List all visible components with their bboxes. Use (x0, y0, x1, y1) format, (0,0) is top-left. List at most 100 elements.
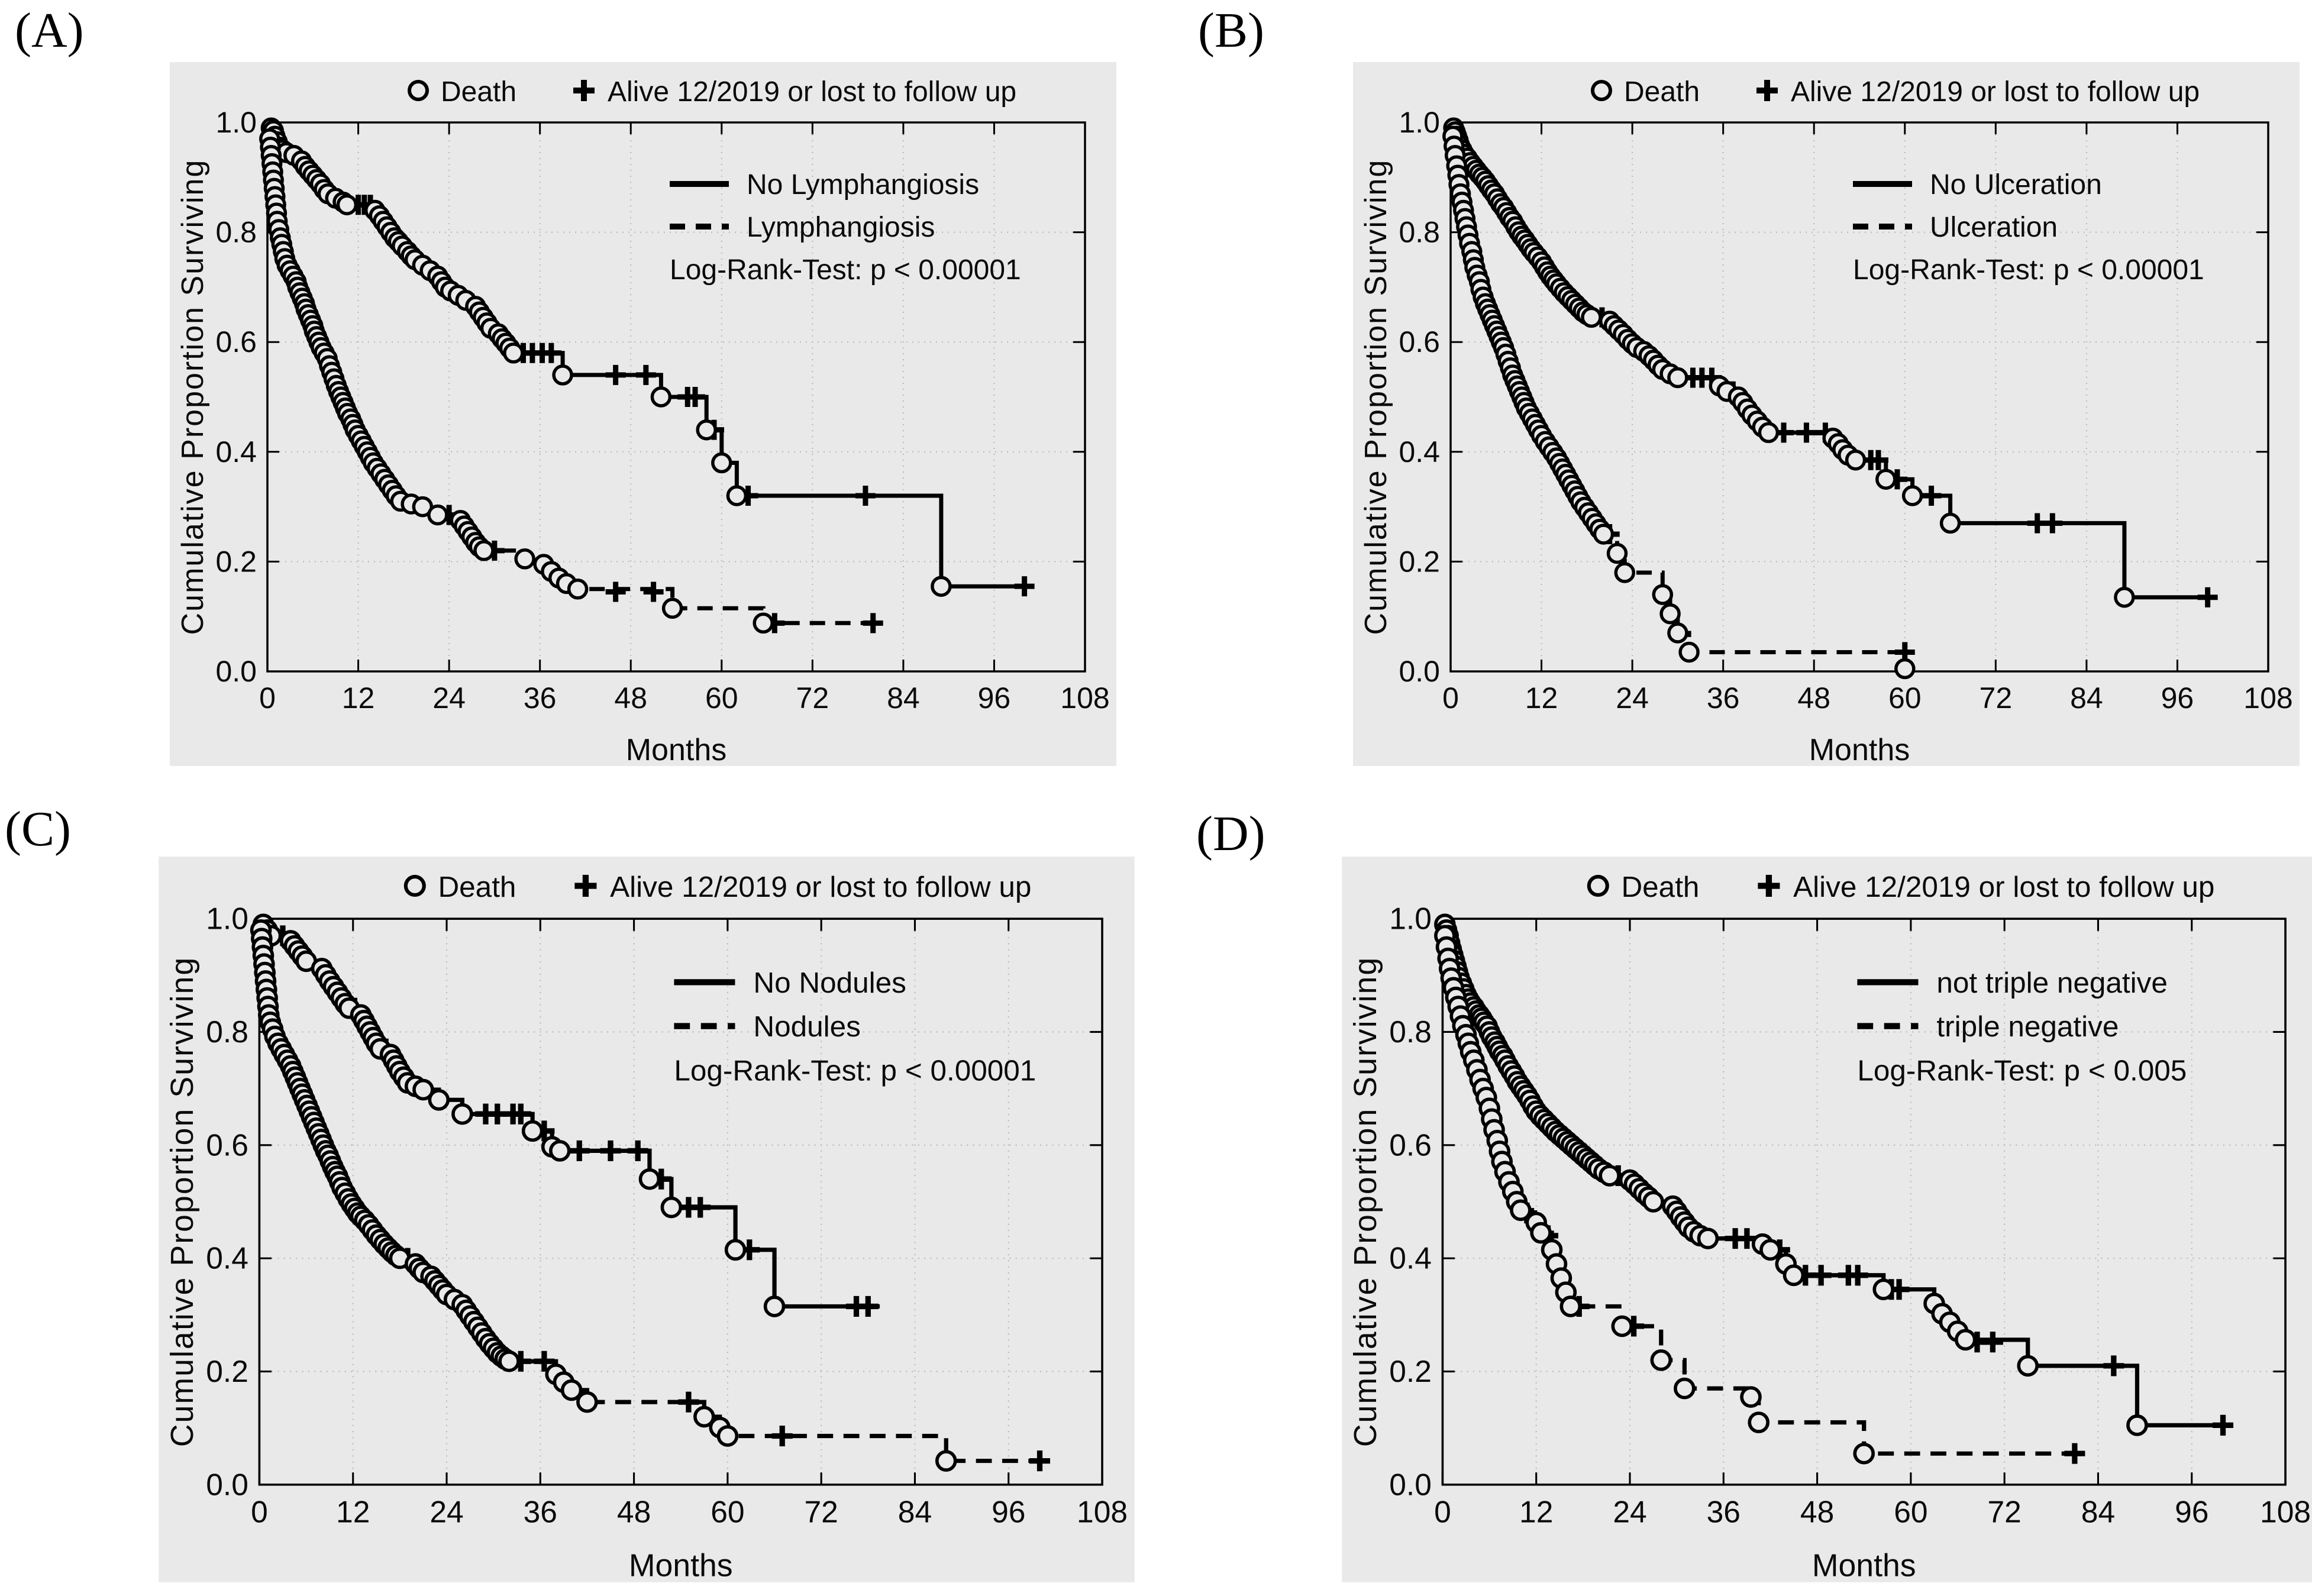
death-mark-icon (1659, 603, 1681, 625)
x-tick-label: 36 (524, 1495, 557, 1529)
pvalue-label: Log-Rank-Test: p < 0.00001 (674, 1054, 1036, 1087)
km-plot-svg: 0 12 24 36 48 60 72 84 96 108 0.0 0.2 0.4 0.6 0.8 1.0 Mo… (159, 857, 1135, 1583)
series-legend-label: Lymphangiosis (747, 212, 935, 243)
x-tick-label: 12 (1519, 1495, 1553, 1529)
death-mark-icon (1783, 1264, 1805, 1287)
x-tick-label: 0 (1434, 1495, 1451, 1529)
km-plot-svg: 0 12 24 36 48 60 72 84 96 108 0.0 0.2 0.4 0.6 0.8 1.0 Mo… (170, 62, 1116, 767)
censored-mark-icon (1014, 576, 1035, 597)
x-tick-label: 24 (432, 681, 466, 715)
y-tick-label: 1.0 (206, 902, 248, 936)
censored-mark-icon (1868, 450, 1888, 470)
death-mark-icon (935, 1450, 957, 1472)
death-mark-icon (1667, 622, 1688, 644)
death-mark-icon (661, 597, 683, 619)
censored-mark-icon (600, 1140, 621, 1161)
censored-mark-icon (1810, 1265, 1832, 1286)
censored-mark-icon (541, 343, 561, 363)
censored-mark-icon (534, 1351, 555, 1372)
censored-mark-icon (690, 1197, 711, 1218)
x-tick-label: 84 (2070, 681, 2103, 715)
death-mark-icon (1581, 306, 1602, 328)
x-tick-label: 96 (2175, 1495, 2208, 1529)
legend-death-circle-icon (1587, 874, 1609, 897)
death-mark-icon (1674, 1377, 1696, 1400)
censored-mark-icon (855, 486, 876, 506)
series-legend-label: No Ulceration (1930, 169, 2102, 201)
censored-mark-icon (627, 1140, 648, 1161)
legend-death-label: Death (1624, 76, 1700, 108)
panel-label-b: (B) (1198, 3, 1264, 58)
censored-mark-icon (2064, 1443, 2085, 1464)
x-tick-label: 96 (992, 1495, 1025, 1529)
death-mark-icon (1740, 1386, 1762, 1408)
x-tick-label: 84 (2081, 1495, 2115, 1529)
death-mark-icon (1875, 469, 1897, 490)
censored-mark-icon (1796, 422, 1817, 443)
x-tick-label: 12 (336, 1495, 370, 1529)
x-axis-title: Months (1809, 733, 1910, 767)
y-axis-title: Cumulative Proportion Surviving (176, 159, 210, 635)
death-mark-icon (660, 1196, 683, 1219)
death-mark-icon (428, 1089, 450, 1111)
death-mark-icon (1650, 1349, 1672, 1371)
death-mark-icon (1697, 1227, 1719, 1249)
km-plot-svg: 0 12 24 36 48 60 72 84 96 108 0.0 0.2 0.4 0.6 0.8 1.0 Mo… (1353, 62, 2300, 767)
death-mark-icon (1845, 449, 1867, 471)
x-tick-label: 96 (978, 681, 1011, 715)
series-legend-label: No Nodules (753, 967, 906, 999)
censored-mark-icon (605, 581, 626, 602)
death-mark-icon (1510, 1199, 1532, 1222)
death-mark-icon (1667, 367, 1688, 389)
legend-censored-label: Alive 12/2019 or lost to follow up (1793, 871, 2214, 903)
x-tick-label: 84 (887, 681, 920, 715)
death-mark-icon (696, 419, 717, 441)
y-tick-label: 0.6 (206, 1127, 248, 1162)
legend-censored-plus-icon (573, 80, 595, 101)
y-tick-label: 0.6 (215, 325, 257, 358)
death-mark-icon (1954, 1329, 1977, 1351)
km-plot-no-ulceration-vs-ulceration: 0 12 24 36 48 60 72 84 96 108 0.0 0.2 0.4 0.6 0.8 1.0 Mo… (1353, 62, 2300, 775)
panel-label-c: (C) (5, 802, 71, 857)
plot-frame (266, 121, 1086, 673)
y-tick-label: 0.4 (1389, 1241, 1432, 1275)
death-mark-icon (1939, 512, 1961, 534)
series-legend-label: No Lymphangiosis (747, 169, 979, 201)
x-tick-label: 36 (1707, 681, 1740, 715)
x-tick-label: 72 (804, 1495, 838, 1529)
panel-label-d: (D) (1196, 806, 1265, 861)
censored-mark-icon (635, 364, 656, 385)
x-tick-label: 24 (1613, 1495, 1646, 1529)
censored-mark-icon (1847, 1265, 1868, 1286)
x-tick-label: 72 (796, 681, 829, 715)
death-mark-icon (1530, 1222, 1552, 1244)
censored-mark-icon (1921, 486, 1942, 506)
death-mark-icon (427, 504, 448, 526)
death-mark-icon (638, 1168, 661, 1190)
y-tick-label: 0.0 (215, 655, 257, 688)
censored-mark-icon (2212, 1414, 2234, 1436)
x-tick-label: 108 (1060, 681, 1109, 715)
x-tick-label: 60 (1894, 1495, 1927, 1529)
series-legend-label: triple negative (1936, 1010, 2119, 1043)
x-tick-label: 60 (711, 1495, 744, 1529)
death-mark-icon (693, 1406, 715, 1428)
y-tick-label: 0.4 (206, 1241, 248, 1275)
y-axis-title: Cumulative Proportion Surviving (164, 957, 200, 1447)
pvalue-label: Log-Rank-Test: p < 0.00001 (1853, 254, 2204, 286)
x-tick-label: 24 (1616, 681, 1649, 715)
km-plot-svg: 0 12 24 36 48 60 72 84 96 108 0.0 0.2 0.4 0.6 0.8 1.0 Mo… (1342, 857, 2312, 1583)
death-mark-icon (1614, 562, 1636, 583)
x-tick-label: 108 (2260, 1495, 2311, 1529)
legend-censored-label: Alive 12/2019 or lost to follow up (608, 76, 1016, 108)
x-axis-title: Months (626, 733, 727, 767)
x-tick-label: 60 (705, 681, 738, 715)
death-mark-icon (1748, 1411, 1769, 1433)
death-mark-icon (1593, 524, 1614, 545)
legend-death-label: Death (438, 871, 516, 903)
death-mark-icon (763, 1295, 786, 1317)
death-mark-icon (1894, 658, 1916, 680)
x-tick-label: 72 (1980, 681, 2013, 715)
death-mark-icon (1872, 1278, 1895, 1300)
